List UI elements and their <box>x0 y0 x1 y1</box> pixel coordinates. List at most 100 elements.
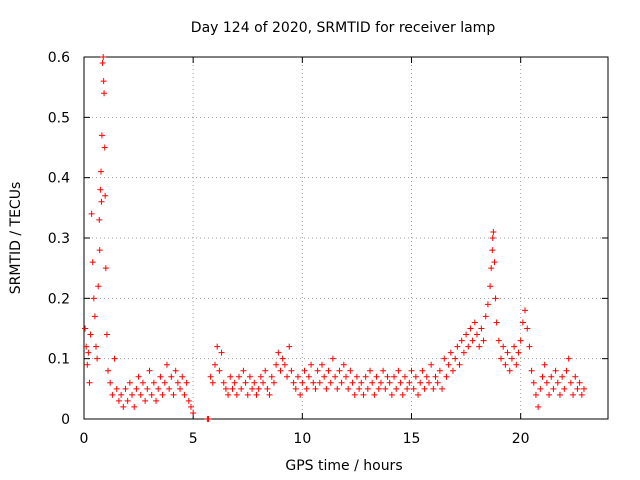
y-tick-label: 0 <box>61 412 70 428</box>
data-point <box>334 385 341 392</box>
data-point <box>297 391 304 398</box>
data-point <box>515 349 522 356</box>
data-point <box>83 343 90 350</box>
data-point <box>384 373 391 380</box>
data-point <box>399 391 406 398</box>
y-tick-label: 0.2 <box>48 291 70 307</box>
data-point <box>310 379 317 386</box>
data-point <box>412 373 419 380</box>
data-point <box>345 385 352 392</box>
data-point <box>103 331 110 338</box>
data-point <box>101 90 108 97</box>
data-point <box>218 349 225 356</box>
data-point <box>294 373 301 380</box>
data-point <box>308 361 315 368</box>
data-point <box>207 373 214 380</box>
data-point <box>216 367 223 374</box>
data-point <box>421 385 428 392</box>
data-point <box>504 349 511 356</box>
data-point <box>148 391 155 398</box>
data-point <box>528 367 535 374</box>
data-point <box>286 343 293 350</box>
data-point <box>478 325 485 332</box>
data-point <box>430 385 437 392</box>
data-point <box>85 349 92 356</box>
data-point <box>124 397 131 404</box>
data-point <box>260 379 267 386</box>
data-point <box>482 313 489 320</box>
data-point <box>257 373 264 380</box>
data-point <box>386 379 393 386</box>
data-point <box>288 367 295 374</box>
data-point <box>340 361 347 368</box>
data-point <box>316 379 323 386</box>
data-point <box>546 391 553 398</box>
data-point <box>419 367 426 374</box>
y-tick-label: 0.6 <box>48 50 70 66</box>
data-point <box>353 373 360 380</box>
data-point <box>498 355 505 362</box>
data-point <box>561 385 568 392</box>
data-point <box>343 373 349 380</box>
data-point <box>329 355 336 362</box>
data-point <box>161 379 168 386</box>
data-point <box>443 373 450 380</box>
data-point <box>325 367 332 374</box>
data-point <box>137 391 144 398</box>
data-point <box>375 385 382 392</box>
data-point <box>168 373 175 380</box>
data-point <box>447 349 454 356</box>
data-point <box>84 361 91 368</box>
data-point <box>303 385 310 392</box>
data-point <box>153 397 160 404</box>
data-point <box>318 361 325 368</box>
data-point <box>100 78 107 85</box>
data-point <box>86 379 93 386</box>
data-point <box>500 343 507 350</box>
data-point <box>576 379 583 386</box>
grid-layer <box>84 57 608 419</box>
y-tick-label: 0.4 <box>48 171 70 187</box>
data-point <box>550 385 557 392</box>
data-point <box>454 343 461 350</box>
data-point <box>96 216 103 223</box>
data-point <box>144 385 151 392</box>
data-point <box>327 379 334 386</box>
data-point <box>292 385 299 392</box>
data-point <box>428 361 435 368</box>
y-axis-label: SRMTID / TECUs <box>8 182 24 295</box>
data-point <box>552 367 559 374</box>
data-point <box>299 379 306 386</box>
data-point <box>491 259 498 266</box>
data-point <box>397 379 404 386</box>
data-point <box>97 186 104 193</box>
data-point <box>406 379 413 386</box>
data-point <box>476 343 483 350</box>
points-layer <box>82 54 587 422</box>
data-point <box>371 391 378 398</box>
data-point <box>404 385 411 392</box>
data-point <box>358 379 365 386</box>
data-point <box>449 367 456 374</box>
data-point <box>281 361 288 368</box>
data-point <box>526 343 533 350</box>
data-point <box>249 385 256 392</box>
data-point <box>537 385 544 392</box>
data-point <box>157 373 164 380</box>
data-point <box>98 198 105 205</box>
data-point <box>495 337 502 344</box>
data-point <box>135 373 142 380</box>
data-point <box>190 409 197 416</box>
data-point <box>187 403 194 410</box>
data-point <box>522 307 529 314</box>
data-point <box>139 379 146 386</box>
data-point <box>395 367 402 374</box>
x-tick-label: 5 <box>189 431 198 447</box>
data-point <box>517 337 524 344</box>
data-point <box>185 397 192 404</box>
data-point <box>458 337 465 344</box>
data-point <box>305 373 312 380</box>
data-point <box>321 373 328 380</box>
data-point <box>554 379 561 386</box>
data-point <box>94 355 101 362</box>
